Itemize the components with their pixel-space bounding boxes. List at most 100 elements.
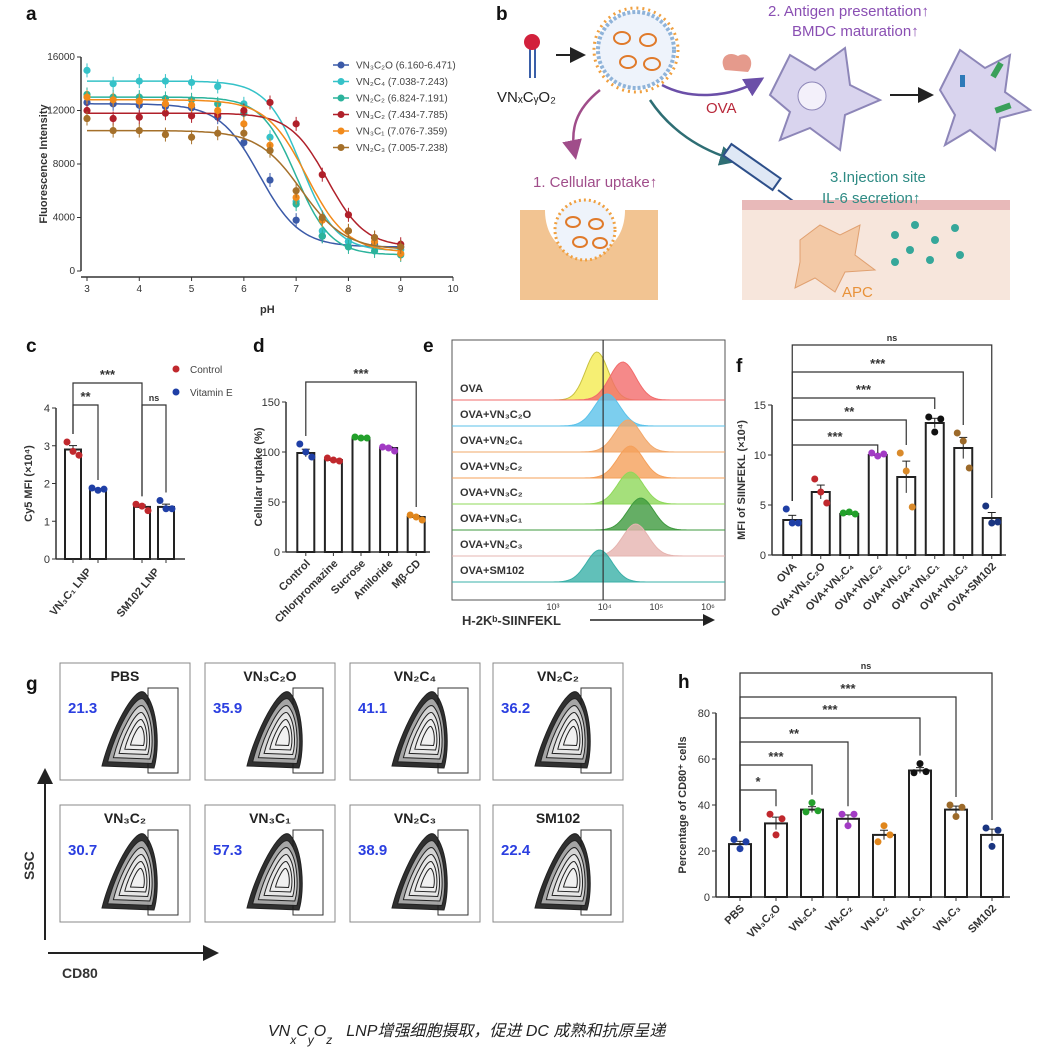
- data-point: [161, 100, 170, 108]
- bar: [867, 454, 888, 556]
- density-contour: [129, 867, 145, 889]
- flow-plot-title: VN₃C₁: [249, 810, 291, 826]
- data-point: [187, 78, 196, 87]
- apc-cell-icon: [794, 224, 877, 293]
- x-tick-label: 10: [447, 284, 459, 295]
- flow-plot-title: SM102: [536, 810, 581, 826]
- flow-plot: VN₃C₂ 30.7: [59, 804, 191, 923]
- data-point: [937, 415, 945, 423]
- data-point: [344, 243, 353, 251]
- data-point: [109, 114, 117, 123]
- x-tick-label: 9: [398, 284, 404, 295]
- x-axis-label: CD80: [62, 965, 98, 981]
- data-point: [318, 213, 326, 222]
- y-tick-label: 12000: [47, 106, 75, 117]
- y-tick-label: 100: [262, 447, 280, 459]
- data-point: [922, 768, 930, 776]
- data-point: [83, 106, 91, 115]
- gate-percentage: 36.2: [501, 700, 530, 717]
- data-point: [766, 810, 774, 818]
- data-point: [965, 464, 973, 472]
- significance-label: ***: [768, 749, 784, 764]
- data-point: [308, 453, 316, 461]
- gate-percentage: 41.1: [358, 700, 387, 717]
- data-point: [240, 129, 248, 137]
- histogram-row-label: OVA+VN₂C₂: [460, 461, 523, 473]
- x-tick-label: VN₃C₂O: [745, 902, 783, 940]
- data-point: [959, 437, 967, 445]
- flow-plot-title: VN₂C₂: [537, 668, 579, 684]
- data-point: [772, 831, 780, 839]
- data-point: [788, 519, 796, 527]
- bar: [89, 488, 107, 561]
- flow-plot: VN₃C₁ 57.3: [204, 804, 336, 923]
- gate-percentage: 30.7: [68, 842, 97, 859]
- caption-c: C: [296, 1023, 308, 1040]
- legend-entry: Vitamin E: [190, 388, 233, 399]
- histogram-ridge: [452, 445, 725, 479]
- x-tick-label: 10⁴: [598, 602, 612, 612]
- y-tick-label: 3: [44, 441, 50, 453]
- x-tick-label: 10⁵: [649, 602, 663, 612]
- histogram-ridge: [452, 361, 725, 401]
- data-point: [109, 126, 117, 135]
- data-point: [266, 98, 274, 107]
- data-point: [109, 80, 117, 88]
- histogram-row-label: OVA+VN₃C₁: [460, 513, 523, 525]
- gate-percentage: 35.9: [213, 700, 242, 717]
- x-tick-label: 10⁶: [701, 602, 715, 612]
- histogram-row-label: OVA+VN₂C₃: [460, 539, 523, 551]
- data-point: [794, 519, 802, 527]
- data-point: [370, 233, 379, 242]
- significance-bracket: [739, 672, 993, 832]
- y-tick-label: 40: [698, 800, 710, 812]
- caption-sub-y: y: [307, 1033, 315, 1047]
- data-point: [187, 133, 196, 141]
- y-axis-label: Cy5 MFI (×10⁴): [23, 445, 35, 522]
- data-point: [868, 449, 876, 457]
- significance-label: ***: [856, 382, 872, 397]
- flow-plot-title: VN₂C₄: [394, 668, 436, 684]
- cell-uptake-icon: [520, 198, 658, 300]
- y-axis-label: Percentage of CD80⁺ cells: [677, 736, 689, 873]
- data-point: [266, 176, 274, 184]
- legend-marker: [172, 388, 180, 396]
- data-point: [318, 232, 326, 240]
- y-axis-label: Fluorescence Intensity: [38, 104, 50, 224]
- gate-percentage: 21.3: [68, 700, 97, 717]
- data-point: [363, 434, 371, 442]
- data-point: [344, 227, 353, 235]
- density-contour: [562, 725, 578, 747]
- bar: [133, 505, 151, 560]
- significance-label: *: [755, 774, 761, 789]
- data-point: [240, 120, 248, 128]
- data-point: [874, 838, 882, 846]
- x-tick-label: VN₃C₂: [859, 903, 891, 935]
- data-point: [240, 139, 248, 147]
- gate-percentage: 57.3: [213, 842, 242, 859]
- data-point: [323, 454, 331, 462]
- data-point: [88, 484, 96, 492]
- data-point: [814, 807, 822, 815]
- data-point: [811, 475, 819, 483]
- step2-line2: BMDC maturation↑: [792, 23, 919, 40]
- panel-label-f: f: [736, 356, 743, 377]
- significance-label: ***: [840, 681, 856, 696]
- x-axis-label: pH: [260, 304, 275, 316]
- y-axis-label: MFI of SIINFEKL (×10⁴): [736, 420, 748, 540]
- significance-label: ***: [827, 429, 843, 444]
- density-contour: [129, 725, 145, 747]
- data-point: [83, 93, 91, 101]
- panel-label-e: e: [423, 336, 434, 357]
- caption-sub-x: x: [289, 1033, 297, 1047]
- significance-bracket: [791, 419, 907, 501]
- significance-label: ***: [353, 366, 369, 381]
- data-point: [161, 130, 170, 139]
- data-point: [161, 109, 170, 117]
- legend-marker: [172, 365, 180, 373]
- x-tick-label: SM102 LNP: [115, 566, 163, 620]
- legend-marker: [337, 94, 345, 102]
